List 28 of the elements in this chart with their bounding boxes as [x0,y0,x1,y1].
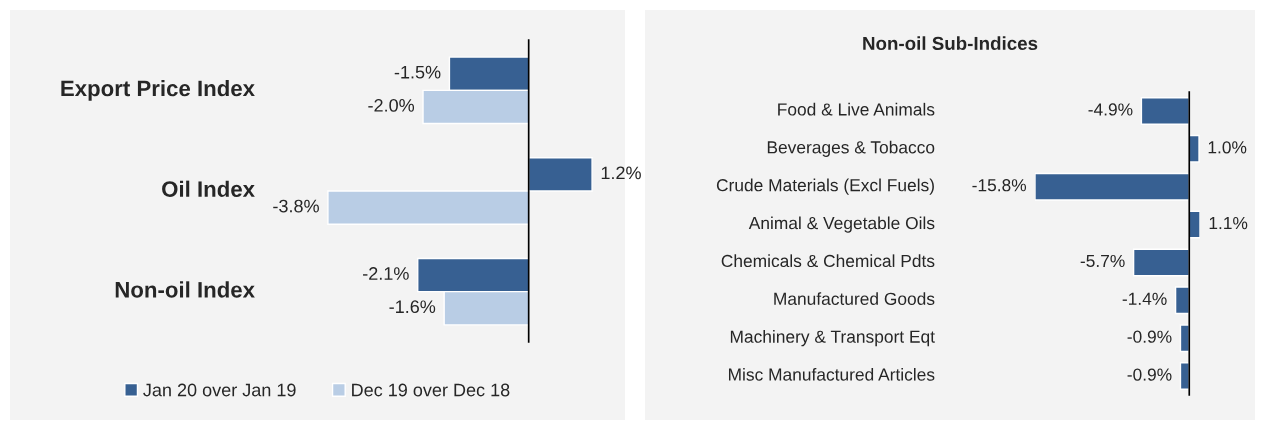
data-label: -2.0% [368,99,415,112]
data-label: -0.9% [1127,368,1172,381]
category-label: Animal & Vegetable Oils [748,216,935,233]
data-label: -1.5% [394,65,441,79]
category-label: Manufactured Goods [774,292,935,305]
data-label: -1.4% [1122,292,1167,305]
data-label: 1.0% [1208,141,1247,154]
category-label: Oil Index [162,180,255,197]
category-label: Beverages & Tobacco [767,140,935,157]
data-label: -5.7% [1080,254,1125,268]
data-label: 1.2% [601,166,641,180]
data-label: -2.1% [363,267,409,280]
category-label: Misc Manufactured Articles [728,367,935,381]
data-label: -1.6% [389,300,436,314]
chart-title: Non-oil Sub-Indices [863,36,1038,51]
data-label: -3.8% [273,199,319,213]
category-label: Crude Materials (Excl Fuels) [716,178,934,195]
legend-label: Jan 20 over Jan 19 [143,383,296,397]
data-label: -15.8% [972,179,1027,192]
category-label: Machinery & Transport Eqt [730,330,935,347]
category-label: Chemicals & Chemical Pdts [721,254,935,268]
category-label: Export Price Index [61,79,255,101]
legend-label: Dec 19 over Dec 18 [352,383,510,397]
data-label: -4.9% [1088,103,1133,116]
category-label: Food & Live Animals [778,102,935,116]
category-label: Non-oil Index [115,281,255,298]
data-label: 1.1% [1209,217,1248,230]
data-label: -0.9% [1127,330,1172,343]
